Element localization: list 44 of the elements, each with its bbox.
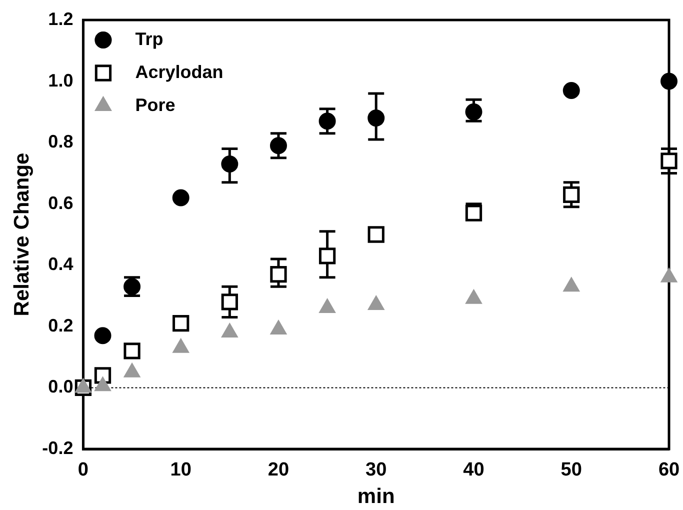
point — [368, 110, 385, 127]
point — [465, 103, 482, 120]
y-axis-title: Relative Change — [10, 152, 34, 316]
point — [74, 378, 92, 393]
point — [660, 152, 678, 170]
legend-label: Pore — [135, 94, 176, 115]
point — [562, 82, 580, 99]
y-tick-label: 0.2 — [48, 315, 74, 336]
x-tick-label: 50 — [560, 460, 582, 481]
point — [221, 156, 238, 173]
point — [465, 289, 482, 304]
y-tick-label: 1.2 — [48, 8, 74, 29]
x-tick-label: 30 — [366, 460, 387, 481]
point — [318, 248, 336, 264]
point — [270, 320, 287, 334]
point — [318, 112, 336, 130]
point — [319, 298, 336, 314]
x-tick-label: 20 — [268, 460, 290, 481]
y-tick-label: 1.0 — [48, 70, 74, 90]
point — [221, 323, 238, 338]
point — [270, 266, 287, 283]
point — [368, 295, 384, 310]
point — [172, 338, 190, 353]
y-tick-label: 0.6 — [48, 192, 74, 213]
point — [563, 186, 580, 203]
point — [660, 268, 678, 282]
x-tick-label: 0 — [78, 460, 89, 481]
point — [270, 137, 287, 154]
point — [368, 226, 384, 243]
x-axis-title: min — [357, 485, 395, 508]
y-tick-label: 0.8 — [48, 132, 74, 152]
y-tick-label: 0.4 — [48, 254, 74, 274]
point — [172, 189, 190, 206]
x-tick-label: 10 — [170, 460, 192, 481]
point — [94, 376, 112, 392]
legend-label: Trp — [135, 28, 164, 49]
y-tick-label: 0.0 — [48, 376, 74, 397]
point — [563, 277, 580, 292]
legend-label: Acrylodan — [135, 62, 224, 82]
x-tick-label: 60 — [658, 460, 680, 481]
point — [124, 362, 140, 378]
y-tick-label: -0.2 — [42, 438, 74, 458]
x-tick-label: 40 — [463, 460, 484, 481]
point — [660, 72, 678, 90]
